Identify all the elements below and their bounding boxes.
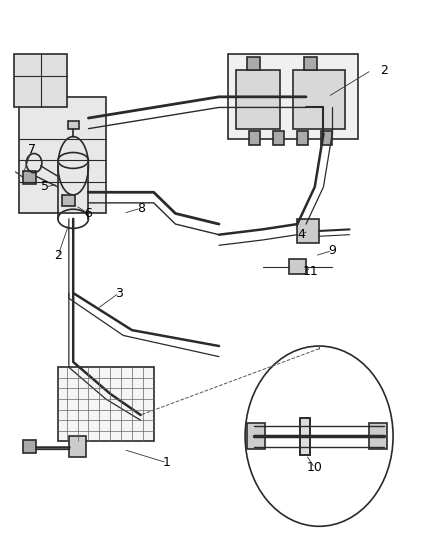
- Bar: [62, 195, 75, 206]
- Text: 4: 4: [298, 228, 306, 241]
- Text: 1: 1: [163, 456, 171, 469]
- Text: 5: 5: [41, 181, 49, 193]
- Text: 11: 11: [303, 265, 318, 278]
- Bar: [247, 423, 265, 449]
- Bar: [289, 259, 306, 274]
- Bar: [67, 120, 79, 128]
- Text: 2: 2: [381, 64, 389, 77]
- Bar: [300, 418, 311, 455]
- Bar: [14, 54, 67, 108]
- Bar: [369, 423, 387, 449]
- Text: 7: 7: [28, 143, 36, 156]
- Bar: [293, 70, 345, 128]
- Bar: [297, 219, 319, 243]
- Bar: [300, 418, 311, 455]
- Bar: [273, 131, 284, 144]
- Bar: [247, 57, 260, 70]
- Text: 2: 2: [54, 249, 62, 262]
- Bar: [304, 57, 317, 70]
- Bar: [19, 97, 106, 214]
- Text: 9: 9: [328, 244, 336, 257]
- Text: 10: 10: [307, 462, 323, 474]
- Bar: [237, 70, 280, 128]
- Text: 6: 6: [85, 207, 92, 220]
- Text: 8: 8: [137, 201, 145, 215]
- Bar: [69, 436, 86, 457]
- Bar: [23, 171, 36, 184]
- Bar: [228, 54, 358, 139]
- Text: 3: 3: [115, 287, 123, 300]
- Bar: [23, 440, 36, 453]
- Bar: [250, 131, 260, 144]
- Bar: [321, 131, 332, 144]
- Bar: [297, 131, 308, 144]
- Bar: [58, 367, 154, 441]
